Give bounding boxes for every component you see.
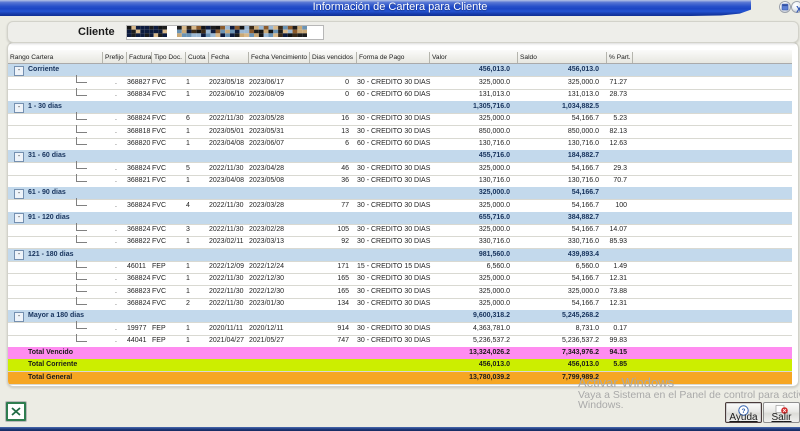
- svg-text:X: X: [796, 5, 800, 15]
